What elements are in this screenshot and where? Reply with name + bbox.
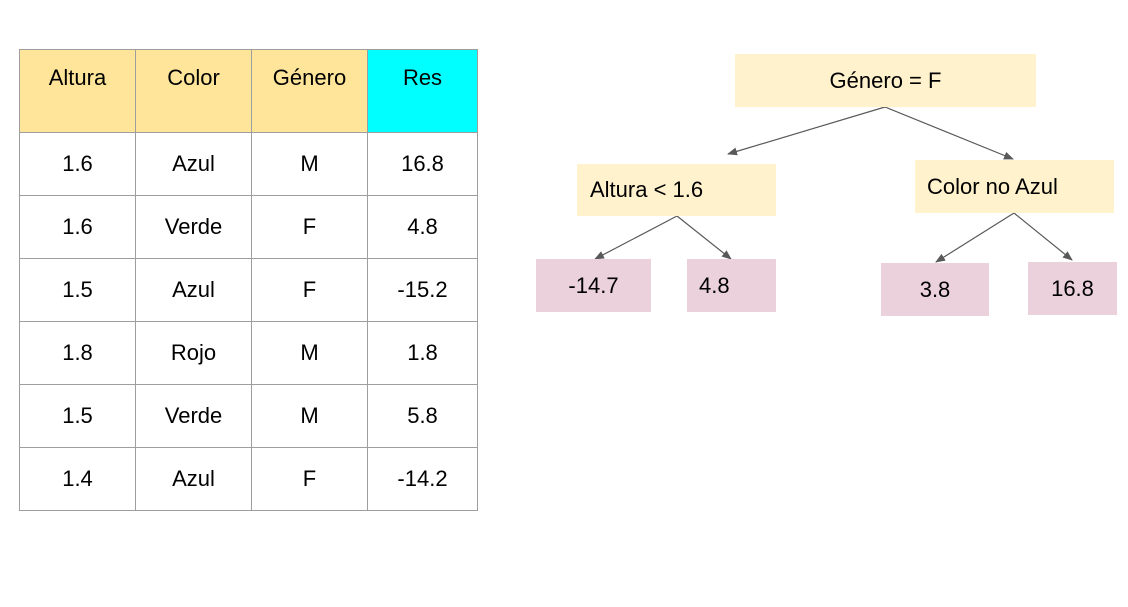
table-cell: 1.5 xyxy=(19,384,136,448)
table-cell: 1.4 xyxy=(19,447,136,511)
table-row: 1.5 Azul F -15.2 xyxy=(19,258,478,322)
table-cell: Azul xyxy=(135,447,252,511)
data-table: Altura Color Género Res 1.6 Azul M 16.8 1.6 V… xyxy=(19,49,478,511)
table-cell: Verde xyxy=(135,195,252,259)
table-cell: 1.6 xyxy=(19,132,136,196)
table-cell: -14.2 xyxy=(367,447,478,511)
left-split-node: Altura < 1.6 xyxy=(577,164,776,216)
table-row: 1.6 Azul M 16.8 xyxy=(19,132,478,196)
edge-root-left xyxy=(727,106,886,156)
edge-left-leaf1 xyxy=(594,215,678,260)
table-cell: -15.2 xyxy=(367,258,478,322)
header-res: Res xyxy=(367,49,478,133)
table-cell: 1.8 xyxy=(19,321,136,385)
table-row: 1.4 Azul F -14.2 xyxy=(19,447,478,511)
table-cell: 16.8 xyxy=(367,132,478,196)
edge-right-leaf2 xyxy=(1013,212,1073,261)
table-cell: Rojo xyxy=(135,321,252,385)
leaf-node: 16.8 xyxy=(1028,262,1117,315)
edge-root-right xyxy=(884,106,1014,160)
table-cell: F xyxy=(251,258,368,322)
table-cell: M xyxy=(251,384,368,448)
right-split-node: Color no Azul xyxy=(915,160,1114,213)
table-header-row: Altura Color Género Res xyxy=(19,49,478,133)
table-cell: 5.8 xyxy=(367,384,478,448)
header-altura: Altura xyxy=(19,49,136,133)
table-body: 1.6 Azul M 16.8 1.6 Verde F 4.8 1.5 Azul F -15.2 1.8… xyxy=(19,132,478,511)
table-cell: M xyxy=(251,132,368,196)
table-cell: F xyxy=(251,447,368,511)
leaf-node: 4.8 xyxy=(687,259,776,312)
table-cell: 1.8 xyxy=(367,321,478,385)
edge-right-leaf1 xyxy=(935,212,1015,263)
table-cell: F xyxy=(251,195,368,259)
table-cell: 4.8 xyxy=(367,195,478,259)
table-row: 1.6 Verde F 4.8 xyxy=(19,195,478,259)
leaf-node: 3.8 xyxy=(881,263,989,316)
edge-left-leaf2 xyxy=(676,215,732,260)
leaf-node: -14.7 xyxy=(536,259,651,312)
table-cell: Azul xyxy=(135,258,252,322)
root-node: Género = F xyxy=(735,54,1036,107)
